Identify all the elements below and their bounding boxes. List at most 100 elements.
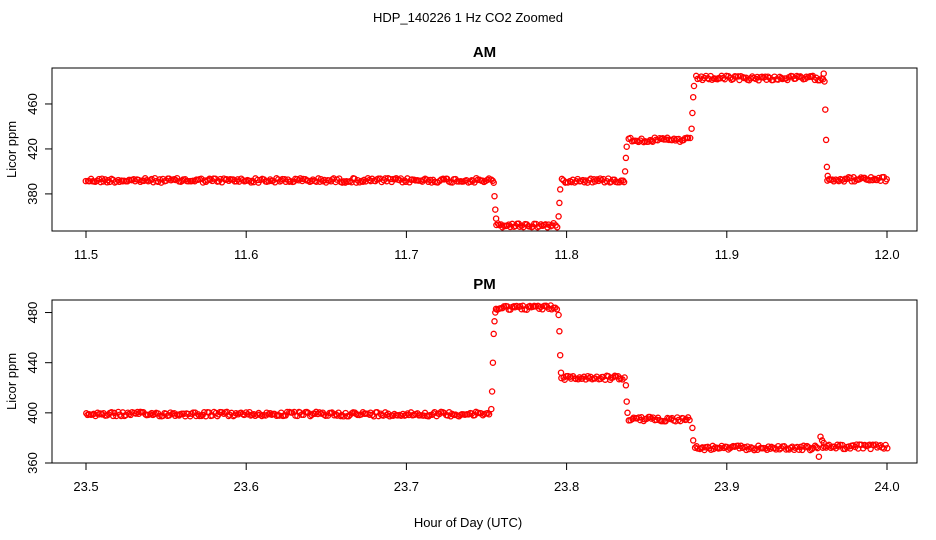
- pm-data-point: [884, 444, 891, 452]
- pm-x-axis: 23.5 23.6 23.7 23.8 23.9 24.0: [73, 463, 900, 494]
- am-data-point: [621, 168, 629, 175]
- pm-y-tick-label: 440: [25, 352, 40, 374]
- am-x-axis: 11.5 11.6 11.7 11.8 11.9 12.0: [74, 231, 900, 262]
- pm-data-point: [556, 328, 563, 335]
- pm-data-point: [373, 408, 381, 416]
- pm-data-point: [763, 446, 771, 454]
- pm-y-tick-label: 480: [25, 302, 40, 324]
- pm-x-tick-label: 23.7: [394, 479, 419, 494]
- pm-y-axis-label: Licor ppm: [4, 353, 19, 410]
- am-data-point: [623, 143, 630, 150]
- am-x-tick-label: 11.6: [234, 247, 258, 262]
- pm-data-point: [621, 374, 628, 381]
- pm-data-point: [539, 306, 546, 313]
- pm-data-point: [337, 412, 344, 420]
- am-data-point: [689, 93, 697, 101]
- pm-data-point: [108, 409, 115, 416]
- pm-data-point: [266, 409, 274, 417]
- pm-data-point: [815, 453, 823, 460]
- am-data-point: [596, 175, 604, 182]
- am-y-tick-label: 380: [25, 183, 40, 205]
- pm-data-point: [402, 411, 410, 419]
- pm-data-point: [689, 424, 696, 432]
- am-y-tick-label: 420: [25, 138, 40, 160]
- pm-data-point: [880, 445, 888, 452]
- pm-data-point: [526, 302, 534, 310]
- am-panel: AM Licor ppm 11.5 11.6 11.7 11.8 11.9 12.0 38…: [4, 44, 918, 262]
- pm-data-point: [425, 413, 432, 420]
- pm-data-point: [242, 409, 250, 416]
- pm-data-point: [817, 433, 824, 440]
- am-data-point: [265, 177, 272, 185]
- pm-data-point: [820, 439, 827, 447]
- pm-data-point: [492, 309, 499, 316]
- am-data-point: [822, 106, 829, 113]
- pm-data-point: [484, 409, 491, 417]
- pm-data-point: [803, 442, 811, 450]
- pm-x-tick-label: 23.8: [554, 479, 579, 494]
- am-data-point: [689, 109, 696, 117]
- am-data-point: [492, 215, 500, 222]
- am-data-point: [340, 178, 348, 185]
- am-data-point: [823, 163, 831, 171]
- pm-data-point: [835, 443, 842, 450]
- am-y-axis-label: Licor ppm: [4, 121, 19, 178]
- pm-y-tick-label: 360: [25, 452, 40, 474]
- am-x-tick-label: 12.0: [874, 247, 899, 262]
- pm-data-point: [553, 306, 561, 313]
- pm-data-point: [551, 304, 559, 311]
- am-x-tick-label: 11.7: [394, 247, 418, 262]
- am-data-point: [616, 178, 623, 186]
- pm-data-point: [579, 375, 586, 382]
- am-data-point: [555, 213, 562, 220]
- pm-data-point: [489, 359, 497, 366]
- pm-data-point: [561, 376, 568, 383]
- pm-data-point: [273, 412, 280, 420]
- pm-data-point: [623, 398, 630, 405]
- pm-panel: PM Licor ppm 23.5 23.6 23.7 23.8 23.9 24.0 36…: [4, 276, 918, 494]
- pm-x-tick-label: 23.6: [234, 479, 259, 494]
- am-data-point: [822, 136, 830, 144]
- am-panel-title: AM: [473, 44, 496, 61]
- am-x-tick-label: 11.9: [715, 247, 739, 262]
- pm-data-point: [490, 330, 497, 338]
- pm-data-point: [646, 413, 654, 421]
- am-data-point: [820, 70, 827, 77]
- pm-panel-title: PM: [473, 276, 496, 293]
- pm-data-point: [629, 415, 636, 423]
- pm-data-point: [491, 318, 498, 325]
- pm-data-point: [191, 409, 199, 416]
- am-data-point: [620, 178, 628, 186]
- am-data-point: [821, 78, 828, 85]
- pm-y-tick-label: 400: [25, 402, 40, 424]
- am-data-point: [645, 138, 652, 145]
- am-data-point: [686, 134, 694, 142]
- am-data-point: [492, 206, 499, 213]
- am-plot-frame: [51, 67, 918, 232]
- x-axis-label: Hour of Day (UTC): [414, 515, 522, 530]
- pm-data-point: [555, 311, 562, 319]
- pm-x-tick-label: 23.5: [73, 479, 98, 494]
- pm-data-point: [485, 411, 493, 418]
- am-data-point: [553, 223, 561, 231]
- am-data-point: [622, 154, 630, 162]
- am-data-point: [537, 221, 545, 228]
- am-y-axis: 380 420 460: [25, 93, 52, 205]
- pm-data-point: [147, 411, 154, 418]
- am-data-point: [684, 134, 692, 142]
- am-data-point: [847, 174, 854, 182]
- pm-x-tick-label: 23.9: [714, 479, 739, 494]
- am-data-point: [490, 179, 497, 186]
- am-data-point: [558, 175, 566, 183]
- am-y-tick-label: 460: [25, 93, 40, 115]
- pm-x-tick-label: 24.0: [874, 479, 899, 494]
- am-data-point: [402, 178, 410, 186]
- pm-data-point: [282, 412, 289, 419]
- pm-data-point: [556, 351, 564, 359]
- am-data-point: [556, 199, 563, 207]
- pm-data-point: [882, 441, 889, 449]
- am-x-tick-label: 11.8: [554, 247, 578, 262]
- pm-data-point: [488, 388, 496, 395]
- am-data-point: [824, 172, 831, 180]
